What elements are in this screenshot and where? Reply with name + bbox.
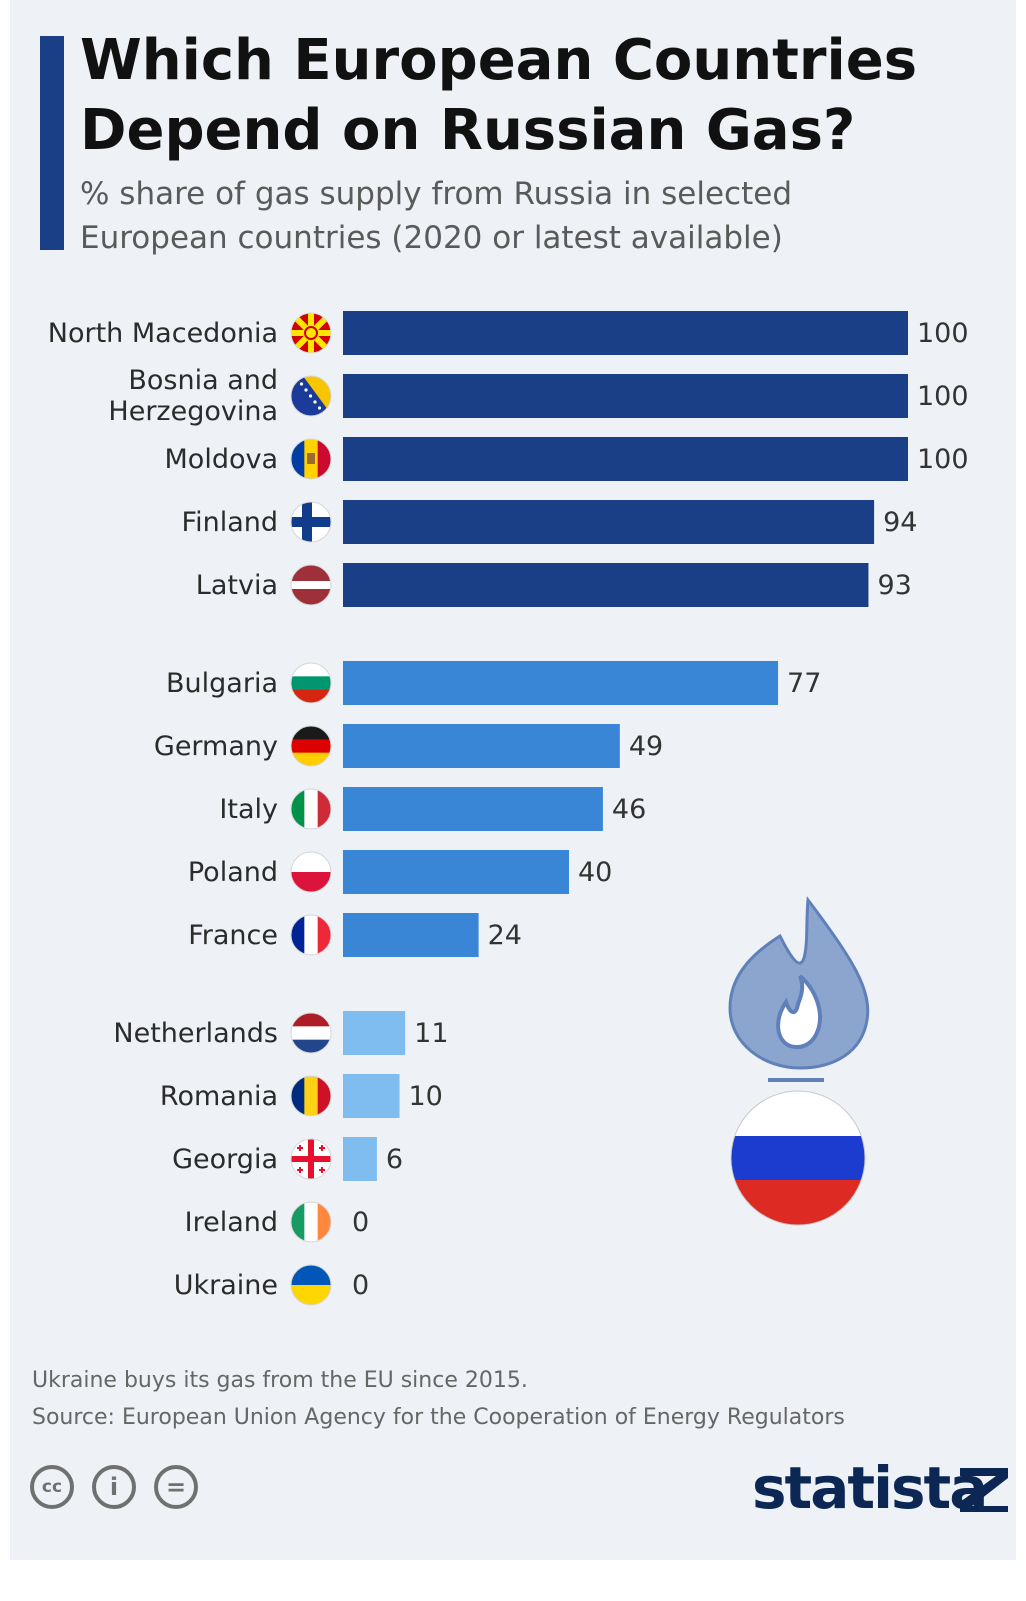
data-label: 6 — [386, 1144, 403, 1175]
category-label: Georgia — [172, 1144, 278, 1175]
data-label: 77 — [787, 668, 821, 699]
bar — [343, 563, 869, 607]
source-text: Source: European Union Agency for the Co… — [32, 1405, 845, 1430]
flag-romania-icon — [290, 1075, 332, 1117]
bar-row: France 24 — [188, 913, 522, 957]
bar-row: Finland 94 — [182, 500, 917, 544]
flag-bosnia-icon — [290, 375, 332, 417]
chart-subtitle: % share of gas supply from Russia in sel… — [80, 176, 793, 256]
data-label: 11 — [414, 1018, 448, 1049]
footnote: Ukraine buys its gas from the EU since 2… — [32, 1368, 528, 1393]
bar-row: Latvia 93 — [196, 563, 912, 607]
chart-notes: Ukraine buys its gas from the EU since 2… — [32, 1362, 992, 1436]
bar-row: Bosnia and Herzegovina 100 — [108, 365, 968, 427]
category-label: France — [188, 920, 278, 951]
bar — [343, 1011, 406, 1055]
chart-title: Which European Countries Depend on Russi… — [80, 28, 918, 163]
flag-italy-icon — [290, 788, 332, 830]
creative-commons-icon: cc — [30, 1465, 74, 1509]
category-label: North Macedonia — [48, 318, 278, 349]
category-label: Bulgaria — [166, 668, 278, 699]
bar-row: Ireland 0 — [185, 1201, 369, 1243]
bar — [343, 500, 875, 544]
flag-germany-icon — [290, 725, 332, 767]
bar — [343, 724, 620, 768]
data-label: 24 — [488, 920, 522, 951]
flag-ukraine-icon — [290, 1264, 332, 1306]
bar — [343, 1137, 377, 1181]
statista-logo: statista — [752, 1450, 1012, 1530]
data-label: 49 — [629, 731, 663, 762]
bar-row: North Macedonia 100 — [48, 311, 969, 355]
bar — [343, 850, 569, 894]
bar-row: Bulgaria 77 — [166, 661, 821, 705]
bar-row: Georgia 6 — [172, 1137, 403, 1181]
data-label: 100 — [917, 318, 969, 349]
bar-row: Poland 40 — [188, 850, 612, 894]
category-label: Ireland — [185, 1207, 278, 1238]
flag-ireland-icon — [290, 1201, 332, 1243]
bar — [343, 311, 908, 355]
category-label: Italy — [219, 794, 278, 825]
category-label: Poland — [188, 857, 278, 888]
flag-moldova-icon — [290, 438, 332, 480]
title-accent-bar — [40, 36, 64, 250]
data-label: 10 — [409, 1081, 443, 1112]
category-label: Finland — [182, 507, 278, 538]
bar — [343, 1074, 400, 1118]
flag-france-icon — [290, 914, 332, 956]
bar — [343, 437, 908, 481]
attribution-icon: i — [92, 1465, 136, 1509]
category-label: Bosnia and Herzegovina — [108, 365, 278, 427]
bar-row: Ukraine 0 — [174, 1264, 369, 1306]
data-label: 40 — [578, 857, 612, 888]
bar — [343, 913, 479, 957]
bar-row: Romania 10 — [160, 1074, 443, 1118]
bar-row: Netherlands 11 — [113, 1011, 449, 1055]
category-label: Ukraine — [174, 1270, 278, 1301]
bar — [343, 787, 603, 831]
gas-flame-russian-flag-icon — [728, 896, 870, 1226]
bar-row: Germany 49 — [154, 724, 663, 768]
data-label: 100 — [917, 444, 969, 475]
bar — [343, 661, 779, 705]
no-derivatives-icon: = — [154, 1465, 198, 1509]
flag-north-macedonia-icon — [290, 312, 332, 354]
data-label: 100 — [917, 381, 969, 412]
brand-name: statista — [752, 1454, 988, 1522]
flag-georgia-icon — [290, 1138, 332, 1180]
data-label: 93 — [877, 570, 911, 601]
flag-bulgaria-icon — [290, 662, 332, 704]
bar-row: Italy 46 — [219, 787, 646, 831]
category-label: Moldova — [165, 444, 279, 475]
category-label: Netherlands — [113, 1018, 278, 1049]
data-label: 94 — [883, 507, 917, 538]
category-label: Latvia — [196, 570, 278, 601]
bar — [343, 374, 908, 418]
flag-finland-icon — [290, 501, 332, 543]
flag-poland-icon — [290, 851, 332, 893]
statista-logo-icon — [960, 1468, 1008, 1512]
license-icons: cc i = — [30, 1465, 220, 1515]
flag-netherlands-icon — [290, 1012, 332, 1054]
data-label: 46 — [612, 794, 646, 825]
flag-latvia-icon — [290, 564, 332, 606]
data-label: 0 — [352, 1207, 369, 1238]
infographic-card: Which European Countries Depend on Russi… — [10, 0, 1016, 1560]
category-label: Romania — [160, 1081, 278, 1112]
data-label: 0 — [352, 1270, 369, 1301]
category-label: Germany — [154, 731, 278, 762]
bar-row: Moldova 100 — [165, 437, 969, 481]
